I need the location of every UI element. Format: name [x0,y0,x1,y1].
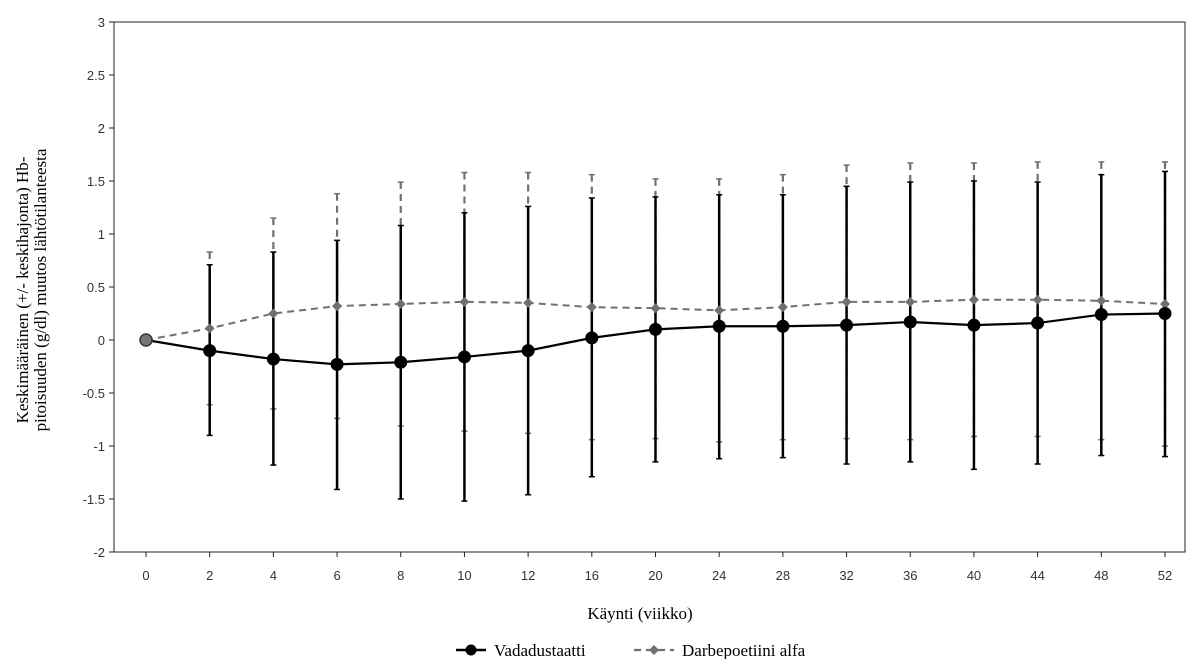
data-point-vadadustaatti [903,315,917,329]
legend-item-vadadustaatti: Vadadustaatti [456,641,586,659]
x-tick-label: 24 [712,568,726,583]
data-point-vadadustaatti [266,352,280,366]
data-point-darbepoetiini-alfa [204,323,215,334]
data-point-darbepoetiini-alfa [841,296,852,307]
data-point-vadadustaatti [1031,316,1045,330]
data-point-vadadustaatti [776,319,790,333]
data-point-vadadustaatti [1094,308,1108,322]
data-point-darbepoetiini-alfa [650,303,661,314]
y-tick-label: 0 [98,333,105,348]
x-tick-label: 32 [839,568,853,583]
legend-marker-vadadustaatti [465,644,477,656]
data-point-darbepoetiini-alfa [523,297,534,308]
error-bars-darbepoetiini-alfa [206,161,1168,447]
x-tick-label: 40 [967,568,981,583]
x-tick-label: 44 [1030,568,1044,583]
plot-area [113,21,1186,553]
data-point-vadadustaatti [967,318,981,332]
y-tick-label: 0.5 [87,280,105,295]
y-tick-label: -0.5 [83,386,105,401]
data-point-vadadustaatti [1158,307,1172,320]
series-layer [139,161,1172,502]
x-tick-label: 28 [776,568,790,583]
x-tick-label: 10 [457,568,471,583]
x-tick-label: 8 [397,568,404,583]
x-tick-label: 36 [903,568,917,583]
y-tick-label: 1.5 [87,174,105,189]
x-tick-label: 48 [1094,568,1108,583]
legend-label-vadadustaatti: Vadadustaatti [494,641,586,659]
data-point-darbepoetiini-alfa [395,298,406,309]
data-point-darbepoetiini-alfa [268,308,279,319]
data-point-vadadustaatti [712,319,726,333]
data-point-darbepoetiini-alfa [586,302,597,313]
x-tick-label: 20 [648,568,662,583]
data-point-darbepoetiini-alfa [1096,295,1107,306]
data-point-vadadustaatti [394,355,408,369]
x-tick-label: 16 [585,568,599,583]
data-point-darbepoetiini-alfa [905,296,916,307]
x-tick-label: 12 [521,568,535,583]
data-point-vadadustaatti [840,318,854,332]
data-point-darbepoetiini-alfa [1160,298,1170,309]
series-line-darbepoetiini-alfa [145,298,1166,341]
y-tick-label: -2 [93,545,105,560]
x-axis: 0 2 4 6 8 10 12 16 20 24 28 32 36 40 44 48 52 [142,552,1172,583]
y-tick-label: 3 [98,15,105,30]
y-tick-label: 2.5 [87,68,105,83]
legend-item-darbepoetiini-alfa: Darbepoetiini alfa [634,641,806,659]
y-axis: 3 2.5 2 1.5 1 0.5 0 -0.5 -1 -1.5 -2 [83,15,114,560]
y-tick-label: -1 [93,439,105,454]
data-point-vadadustaatti [585,331,599,345]
y-tick-label: 2 [98,121,105,136]
error-bars-vadadustaatti [206,170,1168,502]
legend-label-darbepoetiini-alfa: Darbepoetiini alfa [682,641,806,659]
data-point-darbepoetiini-alfa [968,294,979,305]
y-axis-title-line-2: pitoisuuden (g/dl) muutos lähtötilantees… [31,148,50,431]
legend: Vadadustaatti Darbepoetiini alfa [456,641,806,659]
x-tick-label: 4 [270,568,277,583]
data-point-darbepoetiini-alfa [714,305,725,316]
data-point-vadadustaatti [139,333,153,347]
data-point-vadadustaatti [203,344,217,358]
data-point-vadadustaatti [649,322,662,336]
data-point-vadadustaatti [330,357,344,371]
y-tick-label: 1 [98,227,105,242]
x-tick-label: 2 [206,568,213,583]
data-point-darbepoetiini-alfa [332,301,343,312]
data-point-vadadustaatti [521,344,535,358]
y-axis-title-line-1: Keskimääräinen (+/- keskihajonta) Hb- [13,156,32,423]
x-tick-label: 52 [1158,568,1172,583]
x-tick-label: 0 [142,568,149,583]
data-point-darbepoetiini-alfa [459,296,470,307]
y-tick-label: -1.5 [83,492,105,507]
plot-border [113,21,1186,553]
data-point-darbepoetiini-alfa [1032,294,1043,305]
data-point-darbepoetiini-alfa [777,302,788,313]
data-point-vadadustaatti [457,350,471,364]
x-tick-label: 6 [333,568,340,583]
legend-marker-darbepoetiini-alfa [649,645,659,655]
x-axis-title: Käynti (viikko) [587,604,692,623]
